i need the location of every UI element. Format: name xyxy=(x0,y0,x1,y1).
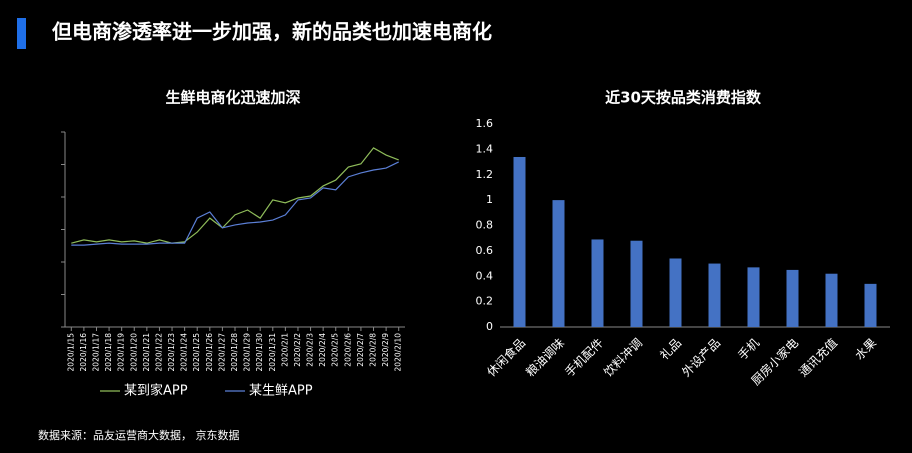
series-line xyxy=(71,147,399,244)
bar xyxy=(513,156,526,327)
y-tick-label: 1.2 xyxy=(476,168,494,181)
y-tick-label: 1.6 xyxy=(476,117,494,130)
x-tick-label: 2020/2/8 xyxy=(369,333,378,367)
source: 数据来源：品友运营商大数据， 京东数据 xyxy=(38,428,240,442)
chart-title: 近30天按品类消费指数 xyxy=(605,89,762,107)
x-tick-label: 2020/2/9 xyxy=(381,333,390,367)
title-accent xyxy=(17,18,26,49)
x-tick-label: 2020/1/16 xyxy=(79,333,88,372)
bar xyxy=(591,239,604,327)
y-tick-label: 0.8 xyxy=(476,219,494,232)
bar xyxy=(630,240,643,327)
bar xyxy=(669,258,682,327)
y-tick-label: 0.6 xyxy=(476,244,494,257)
y-tick-label: 0 xyxy=(486,320,493,333)
bar xyxy=(786,269,799,327)
y-tick-label: 1 xyxy=(486,193,493,206)
x-tick-label: 2020/1/25 xyxy=(192,333,201,372)
legend-label: 某生鲜APP xyxy=(249,384,313,399)
bar xyxy=(747,267,760,327)
x-tick-label: 2020/1/23 xyxy=(167,333,176,372)
x-tick-label: 2020/1/26 xyxy=(205,333,214,372)
x-tick-label: 2020/2/4 xyxy=(318,333,327,367)
slide-title: 但电商渗透率进一步加强，新的品类也加速电商化 xyxy=(52,20,492,44)
y-tick-label: 1.4 xyxy=(476,142,494,155)
x-tick-label: 2020/1/21 xyxy=(142,333,151,372)
x-tick-label: 2020/1/31 xyxy=(268,333,277,372)
x-tick-label: 2020/2/5 xyxy=(331,333,340,367)
y-tick-label: 0.4 xyxy=(476,269,494,282)
x-tick-label: 2020/1/29 xyxy=(243,333,252,372)
x-tick-label: 2020/1/22 xyxy=(154,333,163,372)
x-tick-label: 2020/2/7 xyxy=(356,333,365,367)
x-tick-label: 2020/1/30 xyxy=(255,333,264,372)
x-tick-label: 2020/1/28 xyxy=(230,333,239,372)
x-tick-label: 2020/1/15 xyxy=(66,333,75,372)
y-tick-label: 0.2 xyxy=(476,295,494,308)
bar xyxy=(825,273,838,327)
x-tick-label: 2020/1/24 xyxy=(180,333,189,372)
x-tick-label: 2020/2/1 xyxy=(280,333,289,367)
bar xyxy=(864,283,877,327)
series-line xyxy=(71,161,399,246)
x-tick-label: 2020/2/3 xyxy=(306,333,315,367)
x-tick-label: 2020/2/6 xyxy=(343,333,352,367)
x-tick-label: 2020/2/2 xyxy=(293,333,302,367)
chart-title: 生鲜电商化迅速加深 xyxy=(165,89,300,107)
x-tick-label: 2020/1/17 xyxy=(91,333,100,372)
bar xyxy=(708,263,721,327)
x-tick-label: 2020/1/27 xyxy=(217,333,226,372)
legend-label: 某到家APP xyxy=(124,383,188,399)
x-tick-label: 2020/2/10 xyxy=(394,333,403,372)
x-tick-label: 2020/1/20 xyxy=(129,333,138,372)
x-tick-label: 2020/1/18 xyxy=(104,333,113,372)
bar xyxy=(552,200,565,327)
x-tick-label: 2020/1/19 xyxy=(117,333,126,372)
